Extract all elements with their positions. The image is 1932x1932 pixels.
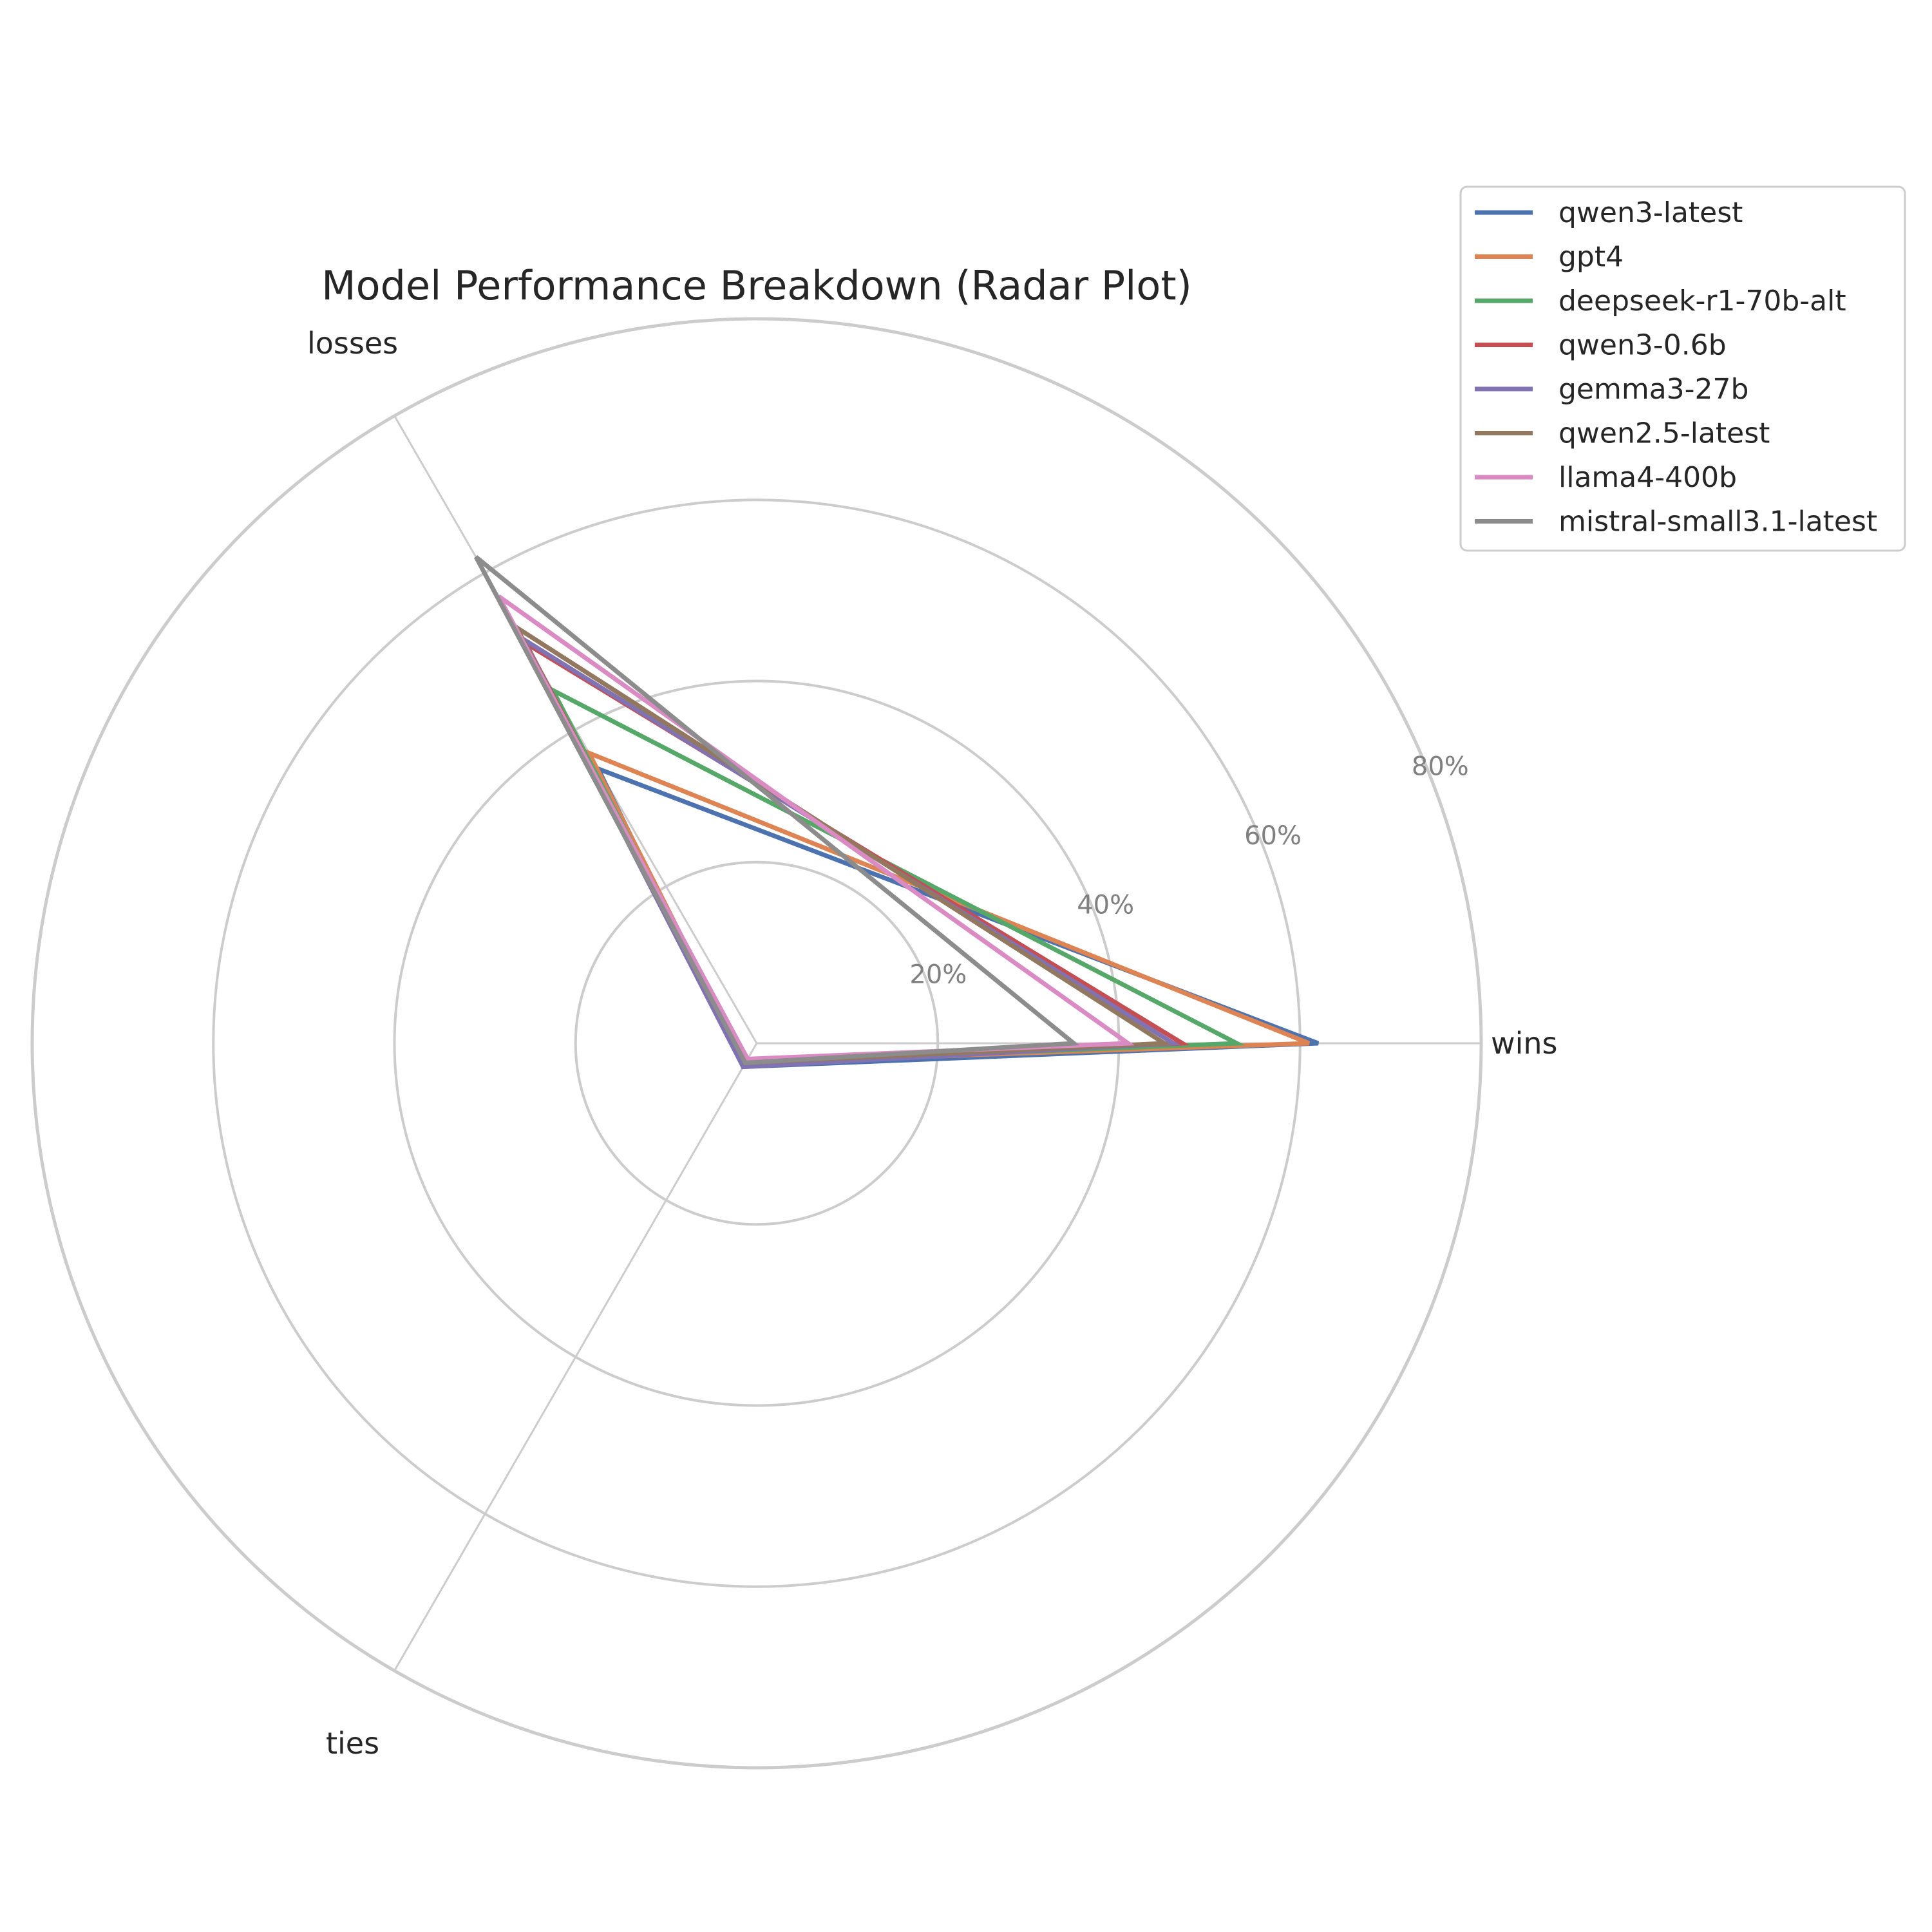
tick-label-80: 80%: [1412, 752, 1469, 781]
legend-label-deepseek-r1-70b-alt: deepseek-r1-70b-alt: [1558, 285, 1846, 317]
series-llama4-400b: [497, 594, 1135, 1061]
legend-label-qwen3-latest: qwen3-latest: [1558, 196, 1743, 229]
legend-label-qwen3-0.6b: qwen3-0.6b: [1558, 329, 1727, 362]
radial-tick-labels: 20% 40% 60% 80%: [909, 752, 1468, 989]
axis-label-losses: losses: [307, 326, 398, 361]
series-layer: [474, 555, 1320, 1070]
axis-labels: wins losses ties: [307, 326, 1558, 1761]
legend-label-llama4-400b: llama4-400b: [1558, 461, 1737, 494]
series-gpt4: [584, 748, 1311, 1065]
legend-label-qwen2.5-latest: qwen2.5-latest: [1558, 417, 1770, 450]
legend: qwen3-latest gpt4 deepseek-r1-70b-alt qwen3…: [1459, 185, 1906, 552]
spoke-ties: [393, 1043, 758, 1672]
axis-label-wins: wins: [1491, 1026, 1558, 1061]
series-mistral-small3.1-latest: [474, 555, 1080, 1066]
legend-label-gpt4: gpt4: [1558, 241, 1624, 274]
axis-label-ties: ties: [326, 1726, 379, 1761]
tick-label-40: 40%: [1077, 891, 1134, 920]
legend-box: [1459, 185, 1906, 552]
tick-label-20: 20%: [909, 960, 967, 989]
chart-title: Model Performance Breakdown (Radar Plot): [321, 262, 1192, 309]
series-qwen3-latest: [593, 764, 1320, 1070]
legend-label-gemma3-27b: gemma3-27b: [1558, 373, 1748, 406]
tick-label-60: 60%: [1244, 821, 1302, 851]
legend-label-mistral-small3.1-latest: mistral-small3.1-latest: [1558, 506, 1877, 538]
